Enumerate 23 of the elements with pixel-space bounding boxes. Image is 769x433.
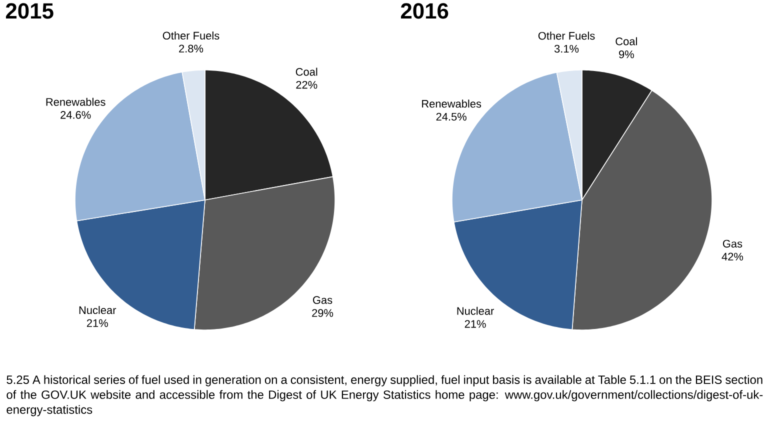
text: 5.25 A historical series of fuel used in generation on a consistent, energy supplied, fuel input basis is available at Table 5.1.1 on the BEIS section of the GOV.UK website and accessible from the Digest of UK Energy Statistics home page: www.gov.uk/government/collections/digest-of-uk-energy-statistics [6,375,763,416]
data-label: 9% [619,50,634,58]
data-label: 21% [464,320,486,328]
slice-label: Nuclear [457,306,494,315]
slice-label: Coal [296,68,318,76]
data-label: 2.8% [179,44,204,53]
slice-label: Renewables [422,100,482,108]
slice-label: Renewables [46,98,106,106]
data-label: 21% [86,319,108,327]
data-label: 24.5% [436,112,466,121]
chart-title: 2016 [400,3,448,19]
slice-label: Nuclear [79,306,116,314]
data-label: 24.6% [60,111,91,119]
data-label: 42% [722,252,744,260]
slice-label: Other Fuels [162,32,220,40]
slice-label: Coal [616,37,637,46]
data-label: 29% [312,309,334,317]
slice-label: Gas [313,296,332,304]
data-label: 3.1% [554,44,579,53]
chart-title: 2015 [6,3,54,19]
slice-label: Gas [722,240,742,248]
slice-label: Other Fuels [538,32,595,40]
data-label: 22% [296,80,318,89]
